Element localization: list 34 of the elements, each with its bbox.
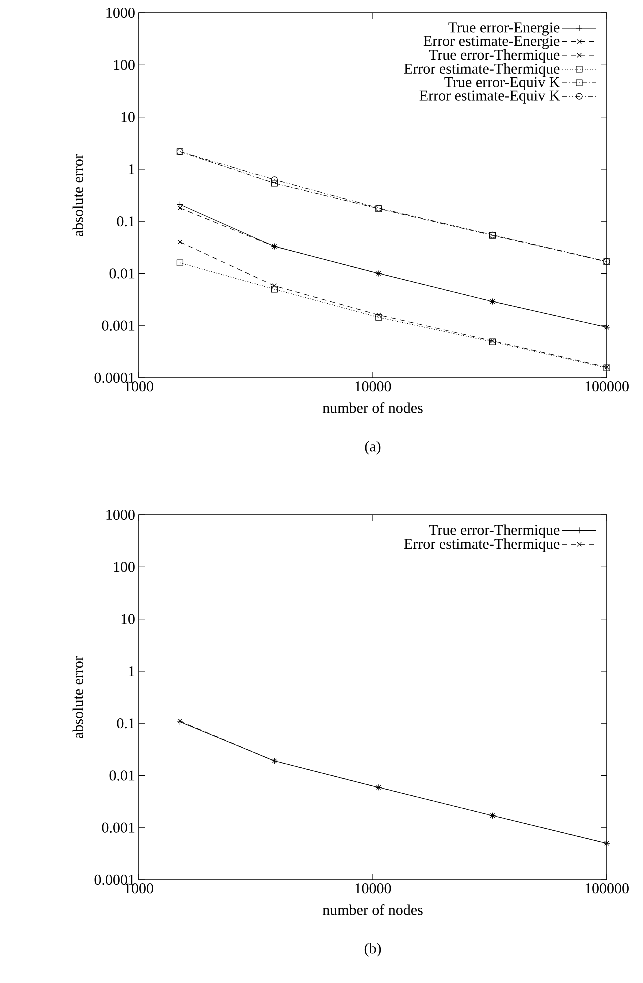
y-tick-label: 0.0001 xyxy=(94,874,135,886)
legend-label: Error estimate-Energie xyxy=(424,36,560,50)
legend-label: Error estimate-Thermique xyxy=(404,538,560,552)
legend-label: True error-Thermique xyxy=(429,524,560,538)
y-axis-title: absolute error xyxy=(72,154,84,236)
y-tick-label: 100 xyxy=(114,562,135,572)
y-tick-label: 1 xyxy=(129,666,135,676)
x-tick-label: 100000 xyxy=(586,382,629,392)
y-tick-label: 0.0001 xyxy=(94,372,135,384)
x-axis-title: number of nodes xyxy=(322,904,423,916)
text: (b) xyxy=(364,943,382,957)
legend-label: Error estimate-Thermique xyxy=(404,63,560,78)
y-tick-label: 0.01 xyxy=(110,770,135,781)
legend-label: True error-Thermique xyxy=(429,50,560,64)
x-tick-label: 10000 xyxy=(356,884,392,894)
legend-label: True error-Equiv K xyxy=(444,77,560,90)
x-tick-label: 100000 xyxy=(586,884,629,894)
y-tick-label: 0.1 xyxy=(117,216,135,227)
y-tick-label: 1 xyxy=(129,164,135,174)
y-tick-label: 1000 xyxy=(106,8,135,18)
y-tick-label: 0.01 xyxy=(110,268,135,279)
y-tick-label: 0.1 xyxy=(117,718,135,729)
y-tick-label: 10 xyxy=(122,112,135,122)
x-axis-title: number of nodes xyxy=(322,402,423,414)
y-tick-label: 100 xyxy=(114,60,135,70)
y-tick-label: 0.001 xyxy=(102,320,135,331)
x-tick-label: 10000 xyxy=(356,382,392,392)
y-axis-title: absolute error xyxy=(72,656,84,738)
text: (a) xyxy=(365,441,381,455)
y-tick-label: 0.001 xyxy=(102,822,135,833)
y-tick-label: 1000 xyxy=(106,510,135,520)
legend-label: Error estimate-Equiv K xyxy=(420,90,560,104)
legend-label: True error-Energie xyxy=(448,22,560,36)
y-tick-label: 10 xyxy=(122,614,135,624)
